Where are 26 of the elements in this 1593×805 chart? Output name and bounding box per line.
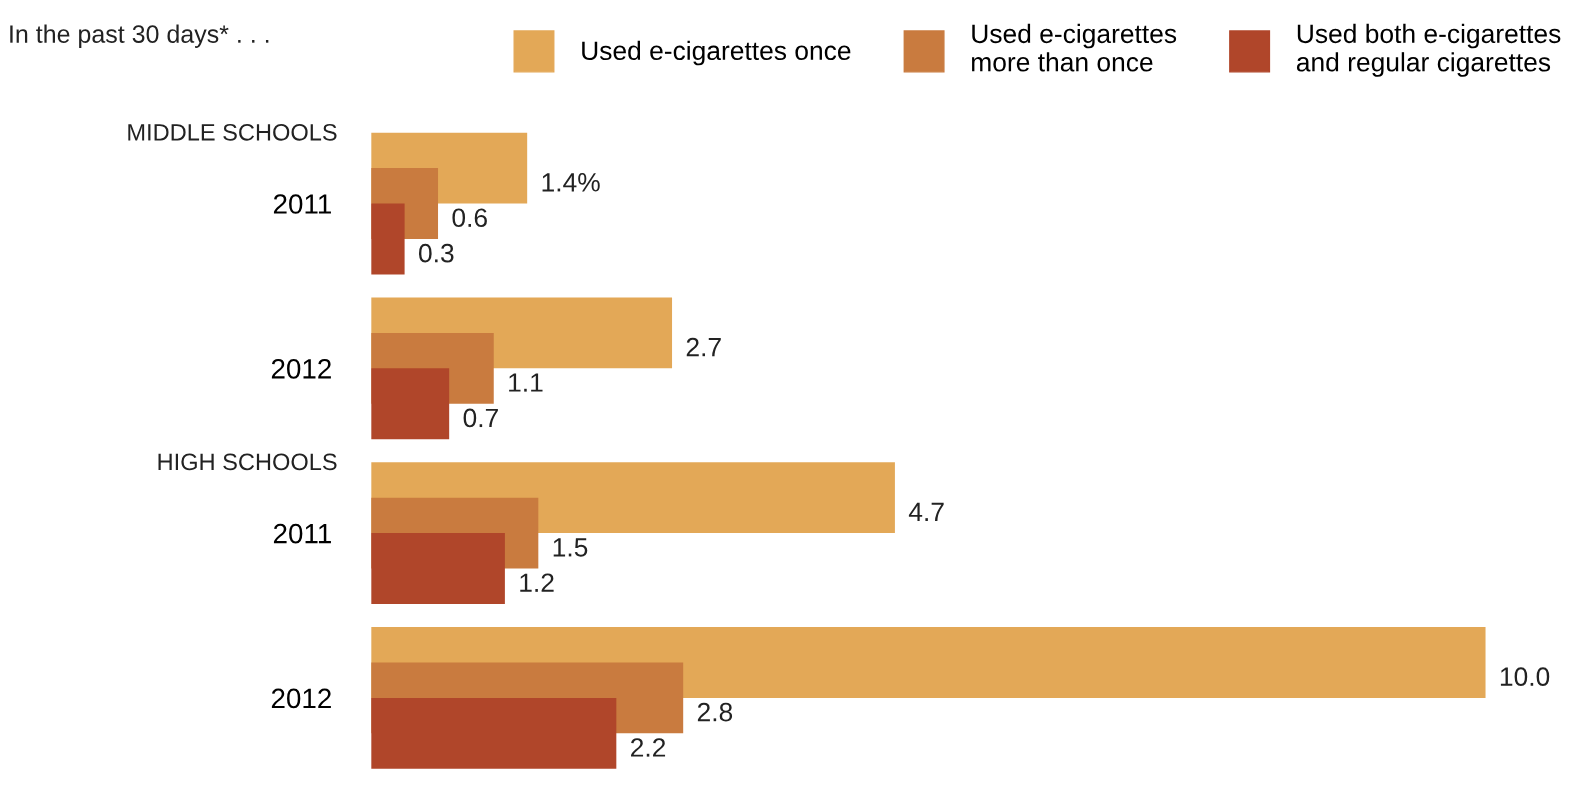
y-tick-label: 2012 xyxy=(271,688,331,709)
text: MIDDLE SCHOOLS xyxy=(128,123,337,141)
y-tick-label: 2011 xyxy=(273,523,331,544)
text: HIGH SCHOOLS xyxy=(158,453,337,471)
bar xyxy=(371,368,450,440)
y-tick-label: 2011 xyxy=(273,194,331,214)
bar xyxy=(371,203,405,275)
data-label: 1.2 xyxy=(520,573,554,592)
data-label: 10.0 xyxy=(1500,667,1550,687)
legend-label: Used e-cigarettes once xyxy=(582,40,851,66)
bar xyxy=(371,697,617,769)
data-label: 1.1 xyxy=(509,373,543,392)
data-label: 0.6 xyxy=(452,208,487,228)
data-label: 1.5 xyxy=(553,538,588,557)
data-label: 2.8 xyxy=(697,702,733,722)
data-label: 4.7 xyxy=(908,502,944,521)
legend-title: In the past 30 days* . . . xyxy=(10,24,269,48)
data-label: 2.7 xyxy=(686,337,721,357)
data-label: 2.2 xyxy=(631,738,666,757)
legend-label: Used e-cigarettes more than once xyxy=(972,23,1177,72)
data-label: 0.7 xyxy=(463,408,498,428)
data-label: 1.4% xyxy=(542,173,600,192)
bar xyxy=(371,533,505,604)
legend-label: Used both e-cigarettes and regular cigarettes xyxy=(1296,23,1561,77)
y-tick-label: 2012 xyxy=(271,358,331,379)
data-label: 0.3 xyxy=(419,243,454,263)
